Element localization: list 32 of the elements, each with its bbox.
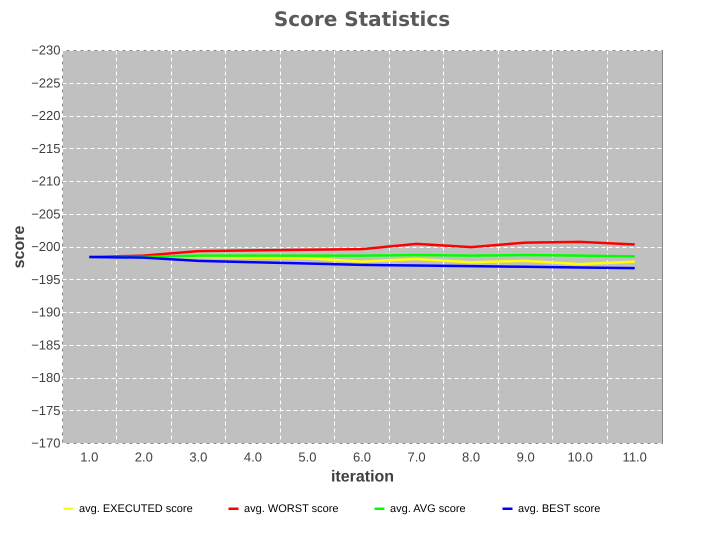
y-tick-label: −200 [31, 239, 60, 254]
x-axis-title: iteration [330, 468, 394, 486]
x-tick-label: 7.0 [408, 450, 426, 464]
legend-label: avg. AVG score [390, 502, 466, 515]
y-tick-label: −215 [31, 140, 60, 156]
y-tick-label: −170 [31, 436, 60, 450]
legend-label: avg. BEST score [518, 502, 600, 515]
x-tick-label: 11.0 [622, 450, 647, 464]
chart-title: Score Statistics [274, 7, 450, 31]
x-tick-label: 5.0 [298, 450, 316, 464]
y-tick-label: −175 [31, 402, 60, 418]
x-tick-label: 6.0 [352, 450, 372, 464]
y-tick-label: −210 [31, 174, 60, 188]
line-series [88, 256, 636, 270]
x-tick-label: 8.0 [462, 450, 480, 464]
y-tick-label: −185 [31, 337, 60, 352]
x-tick-label: 10.0 [568, 450, 593, 464]
y-tick-label: −180 [31, 370, 60, 385]
x-tick-label: 4.0 [244, 450, 262, 464]
y-tick-label: −230 [31, 42, 60, 58]
x-tick-label: 2.0 [134, 450, 153, 464]
y-axis-title: score [11, 226, 28, 268]
y-tick-label: −225 [31, 75, 60, 90]
x-tick-label: 3.0 [189, 450, 208, 464]
y-tick-label: −220 [31, 108, 60, 123]
x-tick-label: 9.0 [516, 450, 535, 464]
legend-label: avg. WORST score [244, 502, 339, 515]
y-tick-label: −205 [31, 206, 60, 222]
y-tick-label: −195 [31, 272, 60, 287]
legend-label: avg. EXECUTED score [79, 502, 193, 515]
y-tick-label: −190 [31, 304, 60, 320]
x-tick-label: 1.0 [80, 450, 98, 464]
